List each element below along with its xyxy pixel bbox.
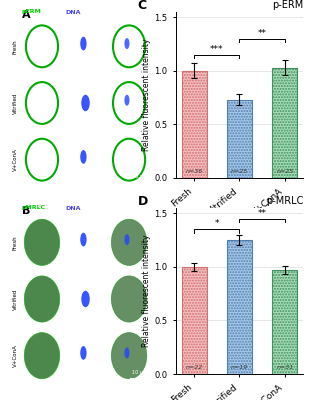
Text: V+ConA: V+ConA <box>13 344 18 367</box>
Text: Vitrified: Vitrified <box>13 288 18 310</box>
Text: p-ERM: p-ERM <box>272 0 303 10</box>
Circle shape <box>24 332 60 379</box>
Ellipse shape <box>81 291 90 307</box>
Y-axis label: Relative fluorescent intensity: Relative fluorescent intensity <box>142 39 151 151</box>
Text: Fresh: Fresh <box>13 39 18 54</box>
Bar <box>272 270 297 374</box>
Text: 10 μm: 10 μm <box>132 370 147 376</box>
Text: n=22: n=22 <box>185 365 203 370</box>
Text: *: * <box>215 219 219 228</box>
Text: **: ** <box>258 209 267 218</box>
Ellipse shape <box>124 348 129 358</box>
Ellipse shape <box>124 234 129 245</box>
Text: n=19: n=19 <box>231 365 248 370</box>
Text: C: C <box>137 0 146 12</box>
Bar <box>227 240 252 374</box>
Text: pMRLC: pMRLC <box>22 206 46 210</box>
Text: pERM: pERM <box>22 10 42 14</box>
Text: D: D <box>137 195 148 208</box>
Bar <box>272 68 297 178</box>
Bar <box>227 100 252 178</box>
Ellipse shape <box>124 95 129 106</box>
Text: DNA: DNA <box>65 10 81 14</box>
Text: p-MRLC: p-MRLC <box>266 196 303 206</box>
Text: Merge: Merge <box>109 10 131 14</box>
Text: V+ConA: V+ConA <box>13 148 18 171</box>
Text: n=25: n=25 <box>231 169 248 174</box>
Ellipse shape <box>81 95 90 111</box>
Text: Fresh: Fresh <box>13 235 18 250</box>
Circle shape <box>24 219 60 266</box>
Circle shape <box>111 332 147 379</box>
Ellipse shape <box>80 233 86 246</box>
Text: ***: *** <box>210 45 224 54</box>
Bar <box>182 71 207 178</box>
Text: B: B <box>22 206 30 216</box>
Text: A: A <box>22 10 30 20</box>
Bar <box>182 267 207 374</box>
Ellipse shape <box>80 37 86 50</box>
Circle shape <box>24 276 60 322</box>
Circle shape <box>111 276 147 322</box>
Ellipse shape <box>80 150 86 164</box>
Ellipse shape <box>124 38 129 49</box>
Text: 10 μm: 10 μm <box>132 174 147 180</box>
Text: **: ** <box>258 29 267 38</box>
Y-axis label: Relative fluorescent intensity: Relative fluorescent intensity <box>142 235 151 347</box>
Text: n=31: n=31 <box>276 365 294 370</box>
Text: Merge: Merge <box>109 206 131 210</box>
Text: DNA: DNA <box>65 206 81 210</box>
Text: Vitrified: Vitrified <box>13 92 18 114</box>
Circle shape <box>111 219 147 266</box>
Text: n=25: n=25 <box>276 169 294 174</box>
Text: n=36: n=36 <box>185 169 203 174</box>
Ellipse shape <box>80 346 86 360</box>
